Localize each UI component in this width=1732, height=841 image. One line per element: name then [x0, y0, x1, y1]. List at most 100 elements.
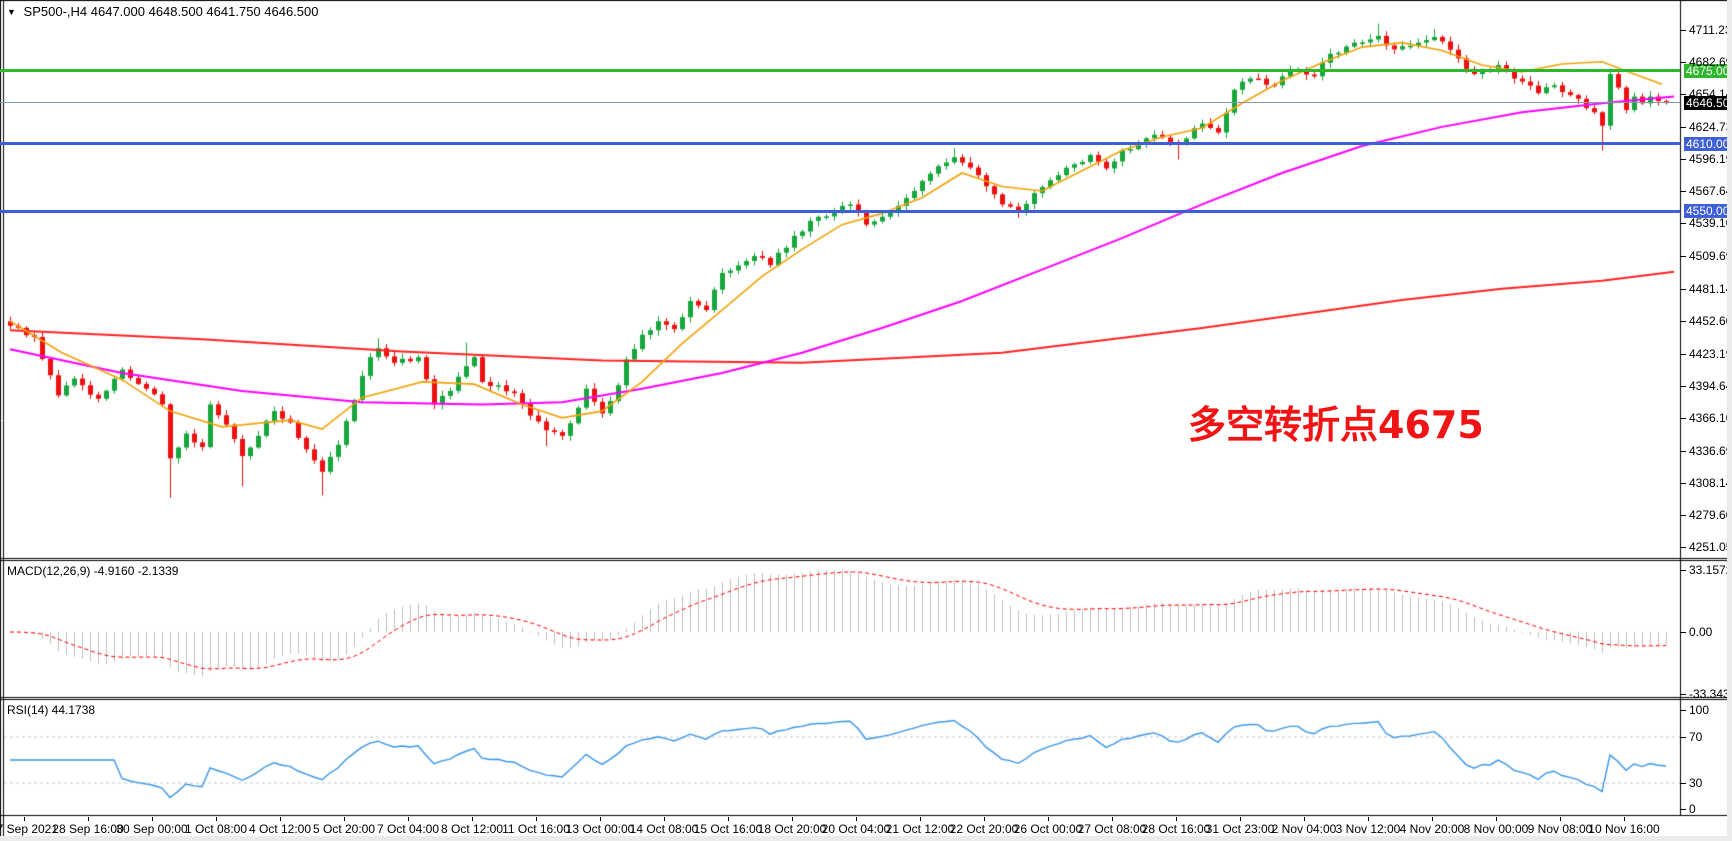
macd-axis-label: 33.1572	[1689, 562, 1732, 577]
time-tick	[344, 817, 345, 821]
resistance-line-4675[interactable]	[0, 69, 1680, 73]
time-axis-label: 18 Oct 20:00	[757, 822, 827, 836]
time-tick	[280, 817, 281, 821]
time-tick	[408, 817, 409, 821]
price-axis-label: 4251.055	[1689, 540, 1732, 554]
price-axis-label: 4308.145	[1689, 475, 1732, 490]
time-axis-label: 8 Nov 00:00	[1463, 822, 1529, 836]
price-axis-label: 4452.600	[1689, 313, 1732, 328]
price-axis-label: 4509.690	[1689, 249, 1732, 264]
time-axis-label: 7 Oct 04:00	[376, 822, 440, 836]
time-tick	[1112, 817, 1113, 821]
time-tick	[1048, 817, 1049, 821]
time-tick	[600, 817, 601, 821]
rsi-axis-label: 100	[1689, 703, 1710, 717]
price-badge-resistance: 4675.000	[1684, 63, 1732, 78]
time-tick	[536, 817, 537, 821]
time-axis-label: 26 Oct 00:00	[1013, 822, 1083, 836]
macd-axis-label: -33.3431	[1689, 687, 1732, 702]
time-tick	[984, 817, 985, 821]
time-tick	[24, 817, 25, 821]
time-tick	[1496, 817, 1497, 821]
rsi-axis-tick	[1680, 783, 1686, 784]
price-tick	[1680, 450, 1686, 452]
rsi-axis-tick	[1680, 710, 1686, 711]
time-axis-label: 1 Oct 08:00	[184, 822, 248, 836]
price-axis-label: 4394.645	[1689, 378, 1732, 393]
time-tick	[152, 817, 153, 821]
price-tick	[1680, 320, 1686, 322]
price-tick	[1680, 288, 1686, 290]
price-axis-label: 4539.100	[1689, 216, 1732, 231]
time-axis-label: 13 Oct 00:00	[565, 822, 635, 836]
time-tick	[1240, 817, 1241, 821]
window-right-strip	[1727, 0, 1732, 841]
price-badge-current: 4646.500	[1684, 95, 1732, 110]
rsi-axis-tick	[1680, 737, 1686, 738]
price-badge-support1: 4610.000	[1684, 136, 1732, 151]
price-tick	[1680, 353, 1686, 355]
time-axis-label: 11 Oct 16:00	[502, 822, 570, 836]
window-bottom-strip	[0, 836, 1732, 841]
support-line-4550[interactable]	[0, 209, 1680, 213]
price-tick	[1680, 127, 1686, 129]
price-tick	[1680, 94, 1686, 96]
macd-panel-label: MACD(12,26,9) -4.9160 -2.1339	[7, 564, 179, 578]
macd-axis-label: 0.00	[1689, 625, 1713, 639]
time-tick	[856, 817, 857, 821]
support-line-4610[interactable]	[0, 142, 1680, 146]
price-axis-label: 4654.145	[1689, 87, 1732, 102]
price-axis-label: 4682.690	[1689, 55, 1732, 70]
current-price-line[interactable]	[0, 102, 1680, 104]
price-axis-label: 4279.600	[1689, 507, 1732, 522]
price-badge-support2: 4550.000	[1684, 204, 1732, 219]
macd-axis-tick	[1680, 694, 1686, 696]
price-axis-label: 4336.690	[1689, 443, 1732, 458]
rsi-axis-tick	[1680, 809, 1686, 810]
macd-axis-tick	[1680, 632, 1686, 633]
chevron-down-icon[interactable]: ▼	[7, 7, 16, 17]
chart-header: ▼ SP500-,H4 4647.000 4648.500 4641.750 4…	[7, 4, 319, 19]
time-axis-label: 22 Oct 20:00	[949, 822, 1019, 836]
quote-ohlc: 4647.000 4648.500 4641.750 4646.500	[90, 4, 319, 19]
time-tick	[1176, 817, 1177, 821]
time-tick	[728, 817, 729, 821]
time-axis-label: 10 Nov 16:00	[1588, 822, 1660, 836]
rsi-panel-label: RSI(14) 44.1738	[7, 703, 96, 717]
time-axis-label: 21 Oct 12:00	[885, 822, 955, 836]
time-axis-label: 14 Oct 08:00	[629, 822, 699, 836]
time-tick	[472, 817, 473, 821]
time-tick	[920, 817, 921, 821]
time-tick	[1560, 817, 1561, 821]
time-tick	[1368, 817, 1369, 821]
price-tick	[1680, 417, 1686, 419]
price-axis-label: 4366.100	[1689, 410, 1732, 425]
time-axis-label: 27 Oct 08:00	[1077, 822, 1147, 836]
time-axis-label: 31 Oct 23:00	[1205, 822, 1275, 836]
time-axis-label: 4 Nov 20:00	[1399, 822, 1465, 836]
time-tick	[88, 817, 89, 821]
price-tick	[1680, 547, 1686, 548]
price-tick	[1680, 223, 1686, 225]
time-axis-label: 28 Sep 16:00	[52, 822, 124, 836]
rsi-axis-label: 70	[1689, 730, 1703, 744]
time-axis-label: 4 Oct 12:00	[248, 822, 312, 836]
price-tick	[1680, 30, 1686, 31]
annotation-text: 多空转折点4675	[1188, 403, 1484, 447]
time-tick	[1432, 817, 1433, 821]
price-axis-label: 4624.735	[1689, 120, 1732, 135]
price-axis-label: 4711.235	[1689, 23, 1732, 37]
time-axis-label: 9 Nov 08:00	[1527, 822, 1593, 836]
time-axis-label: 2 Nov 04:00	[1271, 822, 1337, 836]
price-tick	[1680, 62, 1686, 64]
macd-axis-tick	[1680, 569, 1686, 571]
time-axis-label: 27 Sep 2021	[0, 822, 59, 836]
time-tick	[1304, 817, 1305, 821]
price-tick	[1680, 159, 1686, 161]
price-axis-label: 4567.645	[1689, 184, 1732, 199]
time-tick	[1624, 817, 1625, 821]
price-tick	[1680, 191, 1686, 193]
